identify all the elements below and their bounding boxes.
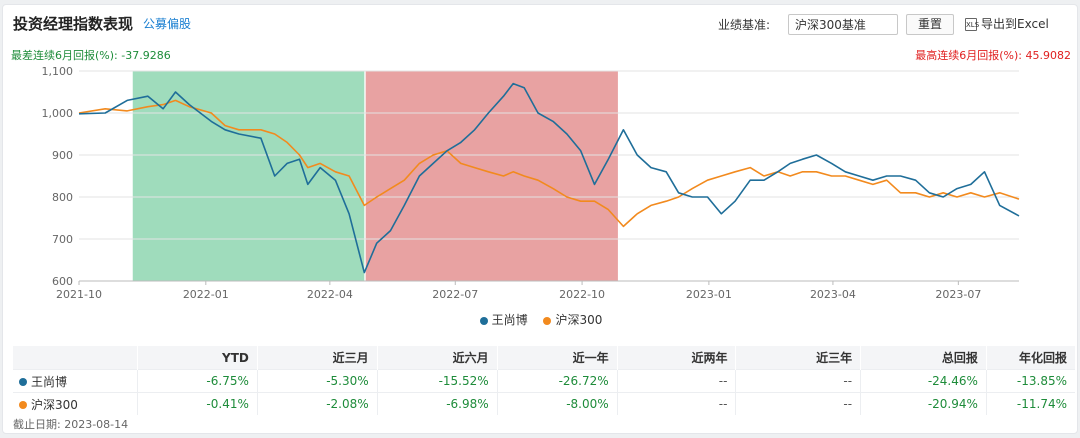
export-excel-button[interactable]: XLS 导出到Excel — [965, 14, 1049, 35]
x-tick-label: 2023-07 — [935, 288, 981, 301]
table-row: 王尚博 -6.75% -5.30% -15.52% -26.72% -- -- … — [13, 369, 1075, 393]
x-tick-label: 2022-01 — [183, 288, 229, 301]
legend-item-series1[interactable]: 王尚博 — [479, 313, 528, 327]
series-line-2 — [78, 99, 1020, 228]
table-cell: -6.98% — [377, 392, 498, 415]
legend-dot-series1 — [479, 316, 488, 325]
as-of-date: 截止日期: 2023-08-14 — [13, 418, 129, 431]
x-tick-label: 2022-10 — [559, 288, 605, 301]
x-tick-label: 2023-04 — [810, 288, 856, 301]
category-link[interactable]: 公募偏股 — [143, 17, 192, 31]
legend-label-series2: 沪深300 — [555, 313, 603, 327]
table-header-row: YTD 近三月 近六月 近一年 近两年 近三年 总回报 年化回报 — [13, 346, 1075, 370]
row-name-cell: 王尚博 — [13, 369, 139, 393]
performance-card: 投资经理指数表现 公募偏股 业绩基准: 沪深300基准 重置 XLS 导出到Exc… — [2, 4, 1078, 434]
legend-label-series1: 王尚博 — [491, 313, 528, 327]
legend-item-series2[interactable]: 沪深300 — [543, 313, 602, 327]
table-cell: -15.52% — [377, 369, 498, 393]
y-tick-label: 800 — [52, 191, 73, 204]
table-cell: -- — [617, 392, 737, 415]
table-cell: -20.94% — [860, 392, 987, 415]
col-header-1y: 近一年 — [497, 346, 618, 370]
table-row: 沪深300 -0.41% -2.08% -6.98% -8.00% -- -- … — [13, 392, 1075, 415]
export-label: 导出到Excel — [981, 17, 1049, 31]
col-header-6m: 近六月 — [377, 346, 498, 370]
x-tick-label: 2022-04 — [307, 288, 353, 301]
table-cell: -13.85% — [986, 369, 1075, 393]
col-header-3m: 近三月 — [257, 346, 378, 370]
table-cell: -26.72% — [497, 369, 618, 393]
table-cell: -5.30% — [257, 369, 378, 393]
col-header-3y: 近三年 — [735, 346, 862, 370]
returns-table: YTD 近三月 近六月 近一年 近两年 近三年 总回报 年化回报 王尚博 -6.… — [13, 346, 1075, 415]
table-cell: -8.00% — [497, 392, 618, 415]
benchmark-select[interactable]: 沪深300基准 — [788, 14, 898, 35]
y-tick-label: 1,100 — [42, 65, 74, 78]
page-title: 投资经理指数表现 — [13, 15, 134, 33]
table-cell: -0.41% — [137, 392, 258, 415]
col-header-total: 总回报 — [860, 346, 987, 370]
line-chart: 600 700 800 900 1,000 1,100 2021-10 2022-01 2022… — [42, 65, 1020, 301]
row-name-cell: 沪深300 — [13, 392, 139, 415]
chart-legend: 王尚博 沪深300 — [3, 311, 1079, 328]
series1-dot — [19, 378, 27, 386]
y-tick-label: 900 — [52, 149, 73, 162]
table-cell: -- — [735, 392, 862, 415]
x-tick-label: 2022-07 — [432, 288, 478, 301]
col-header-annual: 年化回报 — [986, 346, 1075, 370]
col-header-2y: 近两年 — [617, 346, 737, 370]
x-tick-label: 2021-10 — [56, 288, 102, 301]
worst-period-band — [132, 71, 365, 281]
table-cell: -- — [735, 369, 862, 393]
y-tick-label: 600 — [52, 275, 73, 288]
x-tick-label: 2023-01 — [686, 288, 732, 301]
table-cell: -6.75% — [137, 369, 258, 393]
row-name: 沪深300 — [31, 397, 78, 412]
table-cell: -2.08% — [257, 392, 378, 415]
series-line-1 — [78, 82, 1020, 274]
table-cell: -11.74% — [986, 392, 1075, 415]
reset-button[interactable]: 重置 — [906, 14, 954, 35]
col-header-name — [13, 346, 139, 370]
table-cell: -24.46% — [860, 369, 987, 393]
legend-dot-series2 — [543, 316, 552, 325]
col-header-ytd: YTD — [137, 346, 258, 370]
table-cell: -- — [617, 369, 737, 393]
series2-dot — [19, 401, 27, 409]
row-name: 王尚博 — [31, 374, 68, 389]
y-tick-label: 1,000 — [42, 107, 74, 120]
benchmark-label: 业绩基准: — [718, 18, 771, 32]
best-period-band — [365, 71, 618, 281]
excel-icon: XLS — [965, 18, 979, 31]
best-6m-return: 最高连续6月回报(%): 45.9082 — [915, 49, 1071, 62]
y-tick-label: 700 — [52, 233, 73, 246]
worst-6m-return: 最差连续6月回报(%): -37.9286 — [11, 49, 171, 62]
